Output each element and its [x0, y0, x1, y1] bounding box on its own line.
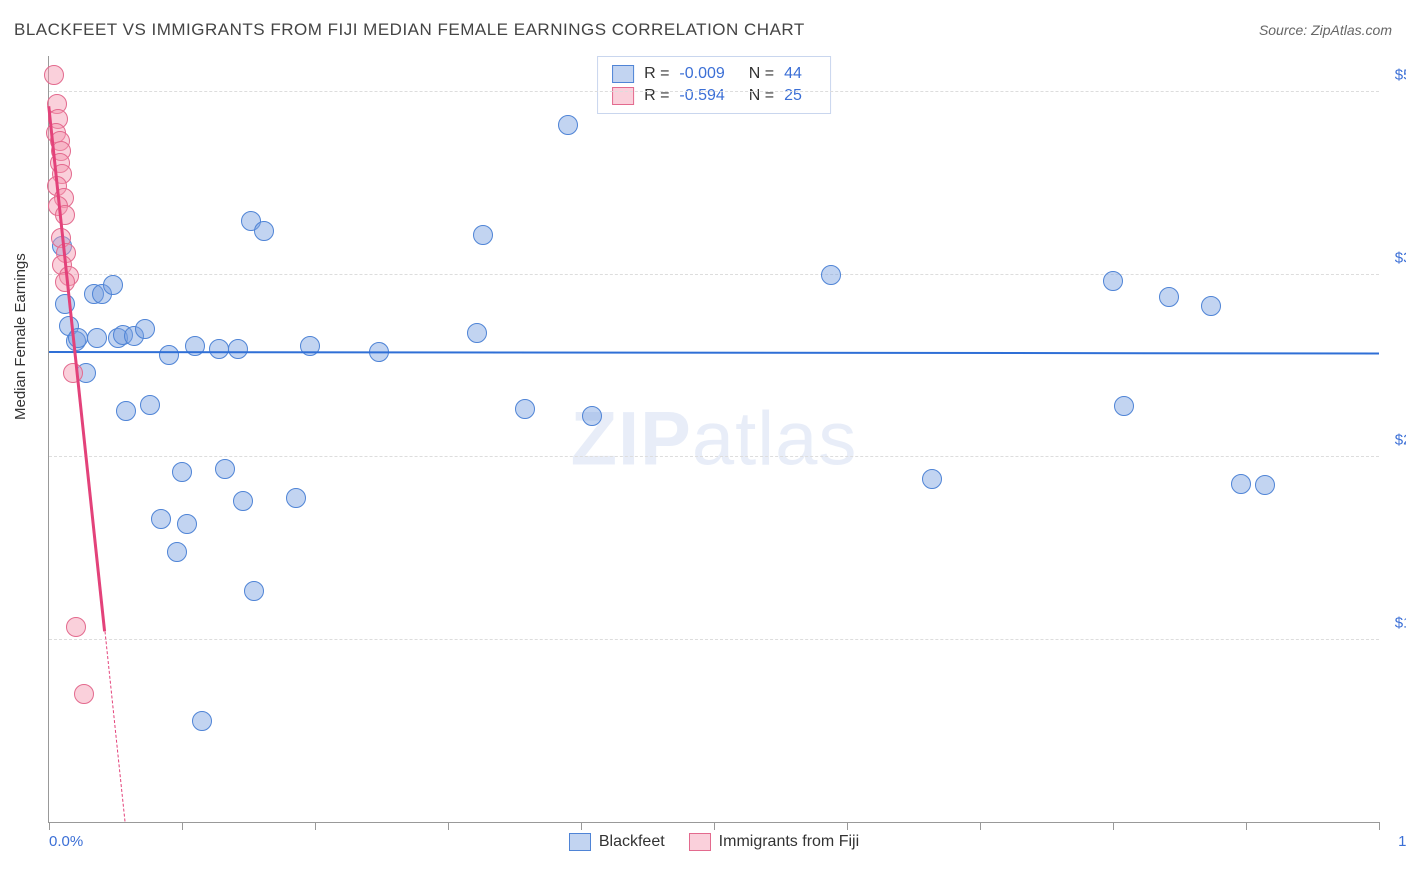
data-point: [66, 617, 86, 637]
stat-n-value: 44: [784, 65, 802, 83]
data-point: [467, 323, 487, 343]
source-label: Source:: [1259, 22, 1307, 38]
x-tick: [714, 822, 715, 830]
data-point: [135, 319, 155, 339]
data-point: [821, 265, 841, 285]
stat-legend: R = -0.009 N = 44 R = -0.594 N = 25: [597, 56, 831, 114]
data-point: [44, 65, 64, 85]
stat-r-value: -0.009: [679, 65, 724, 83]
legend-swatch: [612, 65, 634, 83]
x-tick: [182, 822, 183, 830]
legend-label: Blackfeet: [599, 833, 665, 851]
data-point: [1201, 296, 1221, 316]
source: Source: ZipAtlas.com: [1259, 22, 1392, 38]
data-point: [1231, 474, 1251, 494]
data-point: [63, 363, 83, 383]
data-point: [151, 509, 171, 529]
data-point: [286, 488, 306, 508]
x-tick: [315, 822, 316, 830]
data-point: [582, 406, 602, 426]
x-tick: [49, 822, 50, 830]
data-point: [1159, 287, 1179, 307]
x-tick: [1379, 822, 1380, 830]
data-point: [1103, 271, 1123, 291]
stat-n-value: 25: [784, 87, 802, 105]
y-tick-label: $50,000: [1395, 67, 1406, 84]
x-tick-label: 0.0%: [49, 833, 83, 850]
gridline: [49, 456, 1379, 457]
x-tick: [980, 822, 981, 830]
watermark-b: atlas: [692, 397, 858, 482]
watermark: ZIPatlas: [571, 396, 858, 483]
data-point: [244, 581, 264, 601]
legend-item: Immigrants from Fiji: [689, 833, 859, 851]
data-point: [116, 401, 136, 421]
y-tick-label: $37,500: [1395, 249, 1406, 266]
legend-swatch: [569, 833, 591, 851]
y-tick-label: $12,500: [1395, 614, 1406, 631]
gridline: [49, 274, 1379, 275]
y-tick-label: $25,000: [1395, 432, 1406, 449]
data-point: [1114, 396, 1134, 416]
legend-label: Immigrants from Fiji: [719, 833, 859, 851]
data-point: [140, 395, 160, 415]
legend-swatch: [612, 87, 634, 105]
data-point: [87, 328, 107, 348]
legend-item: Blackfeet: [569, 833, 665, 851]
data-point: [167, 542, 187, 562]
gridline: [49, 91, 1379, 92]
x-tick: [1113, 822, 1114, 830]
stat-r-value: -0.594: [679, 87, 724, 105]
data-point: [233, 491, 253, 511]
data-point: [177, 514, 197, 534]
legend-swatch: [689, 833, 711, 851]
chart-title: BLACKFEET VS IMMIGRANTS FROM FIJI MEDIAN…: [14, 20, 805, 40]
stat-n-label: N =: [749, 87, 774, 105]
trend-line: [48, 106, 106, 632]
stat-legend-row: R = -0.594 N = 25: [612, 85, 816, 107]
data-point: [209, 339, 229, 359]
data-point: [515, 399, 535, 419]
data-point: [159, 345, 179, 365]
data-point: [922, 469, 942, 489]
series-legend: Blackfeet Immigrants from Fiji: [49, 833, 1379, 856]
x-tick-label: 100.0%: [1398, 833, 1406, 850]
trend-line: [49, 351, 1379, 355]
data-point: [192, 711, 212, 731]
source-value: ZipAtlas.com: [1311, 22, 1392, 38]
x-tick: [847, 822, 848, 830]
data-point: [215, 459, 235, 479]
data-point: [74, 684, 94, 704]
scatter-plot: ZIPatlas R =-0.009N =44R =-0.594N =25 Bl…: [48, 56, 1379, 823]
trend-line-dashed: [104, 632, 125, 822]
data-point: [172, 462, 192, 482]
data-point: [558, 115, 578, 135]
gridline: [49, 639, 1379, 640]
stat-r-label: R =: [644, 87, 669, 105]
x-tick: [448, 822, 449, 830]
data-point: [103, 275, 123, 295]
data-point: [254, 221, 274, 241]
data-point: [1255, 475, 1275, 495]
data-point: [228, 339, 248, 359]
x-tick: [1246, 822, 1247, 830]
title-bar: BLACKFEET VS IMMIGRANTS FROM FIJI MEDIAN…: [0, 0, 1406, 50]
y-axis-label: Median Female Earnings: [12, 253, 29, 420]
stat-legend-row: R = -0.009 N = 44: [612, 63, 816, 85]
data-point: [185, 336, 205, 356]
stat-n-label: N =: [749, 65, 774, 83]
stat-r-label: R =: [644, 65, 669, 83]
data-point: [473, 225, 493, 245]
x-tick: [581, 822, 582, 830]
